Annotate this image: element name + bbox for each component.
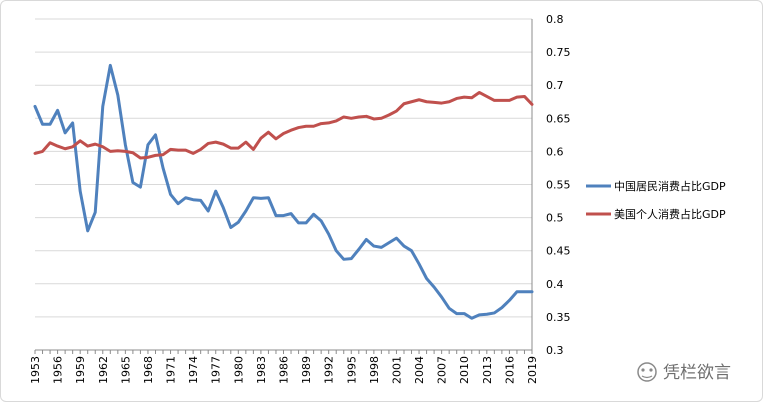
x-tick-label: 1956 — [52, 356, 65, 384]
x-tick-label: 2001 — [390, 356, 403, 384]
x-tick-label: 1989 — [300, 356, 313, 384]
y-tick-label: 0.65 — [546, 112, 571, 125]
x-tick-label: 1962 — [97, 356, 110, 384]
wechat-icon — [637, 362, 657, 382]
y-axis: 0.8 0.75 0.7 0.65 0.6 0.55 0.5 0.45 0.4 0.35 0.3 — [531, 13, 571, 357]
x-tick-label: 1986 — [278, 356, 291, 384]
y-tick-label: 0.5 — [546, 212, 564, 225]
x-tick-label: 2019 — [526, 356, 539, 384]
x-tick-label: 2016 — [503, 356, 516, 384]
series-lines — [33, 63, 534, 320]
x-tick-label: 1971 — [165, 356, 178, 384]
y-tick-label: 0.45 — [546, 245, 571, 258]
x-tick-label: 1953 — [29, 356, 42, 384]
x-tick-label: 1968 — [142, 356, 155, 384]
watermark-text: 凭栏欲言 — [663, 363, 731, 383]
y-tick-label: 0.4 — [546, 278, 564, 291]
x-tick-label: 1977 — [210, 356, 223, 384]
y-tick-label: 0.7 — [546, 79, 564, 92]
y-tick-label: 0.3 — [546, 344, 564, 357]
y-tick-label: 0.8 — [546, 13, 564, 26]
legend-label-0: 中国居民消费占比GDP — [614, 179, 726, 193]
series-line-0 — [33, 63, 534, 320]
x-tick-label: 2010 — [458, 356, 471, 384]
x-tick-label: 1959 — [74, 356, 87, 384]
x-tick-label: 1980 — [232, 356, 245, 384]
x-tick-label: 2007 — [436, 356, 449, 384]
legend: 中国居民消费占比GDP 美国个人消费占比GDP — [586, 179, 726, 221]
x-tick-label: 1974 — [187, 356, 200, 384]
x-tick-label: 1992 — [323, 356, 336, 384]
series-line-1 — [33, 90, 534, 160]
x-tick-label: 2004 — [413, 356, 426, 384]
x-tick-label: 2013 — [481, 356, 494, 384]
x-tick-label: 1983 — [255, 356, 268, 384]
y-tick-label: 0.6 — [546, 145, 564, 158]
x-tick-label: 1998 — [368, 356, 381, 384]
watermark: 凭栏欲言 — [637, 362, 731, 383]
legend-label-1: 美国个人消费占比GDP — [614, 207, 726, 221]
y-tick-label: 0.75 — [546, 46, 571, 59]
x-tick-label: 1965 — [119, 356, 132, 384]
x-tick-label: 1995 — [345, 356, 358, 384]
x-axis: 1953 1956 1959 1962 1965 1968 1971 1974 1977 1980… — [29, 349, 539, 384]
y-tick-label: 0.35 — [546, 311, 571, 324]
y-tick-label: 0.55 — [546, 179, 571, 192]
